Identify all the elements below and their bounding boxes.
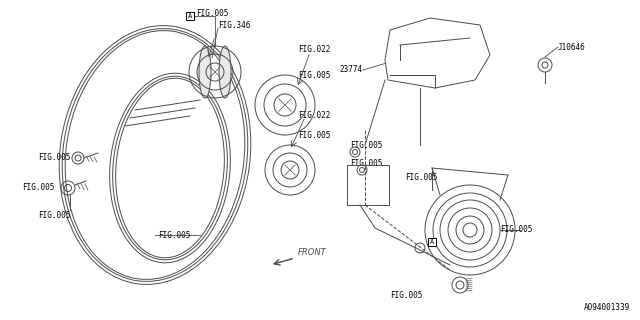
Bar [347,165,389,205]
Text: A: A [430,239,434,245]
Text: FIG.022: FIG.022 [298,45,330,54]
Text: FIG.005: FIG.005 [405,173,437,182]
Text: FIG.005: FIG.005 [22,183,54,193]
Polygon shape [385,18,490,88]
Text: FIG.005: FIG.005 [350,158,382,167]
Text: FIG.005: FIG.005 [38,154,70,163]
Text: FIG.005: FIG.005 [196,9,228,18]
Text: FRONT: FRONT [298,248,327,257]
Ellipse shape [199,46,211,98]
Text: FIG.005: FIG.005 [390,291,422,300]
Text: J10646: J10646 [558,43,586,52]
Text: FIG.022: FIG.022 [298,110,330,119]
Text: FIG.005: FIG.005 [350,140,382,149]
Text: A: A [188,13,192,19]
Text: A094001339: A094001339 [584,303,630,313]
Text: FIG.346: FIG.346 [218,21,250,30]
Text: FIG.005: FIG.005 [158,230,190,239]
Text: FIG.005: FIG.005 [298,70,330,79]
Text: FIG.005: FIG.005 [500,226,532,235]
Text: FIG.005: FIG.005 [38,211,70,220]
Text: FIG.005: FIG.005 [298,131,330,140]
Text: 23774: 23774 [340,66,363,75]
Ellipse shape [219,46,231,98]
